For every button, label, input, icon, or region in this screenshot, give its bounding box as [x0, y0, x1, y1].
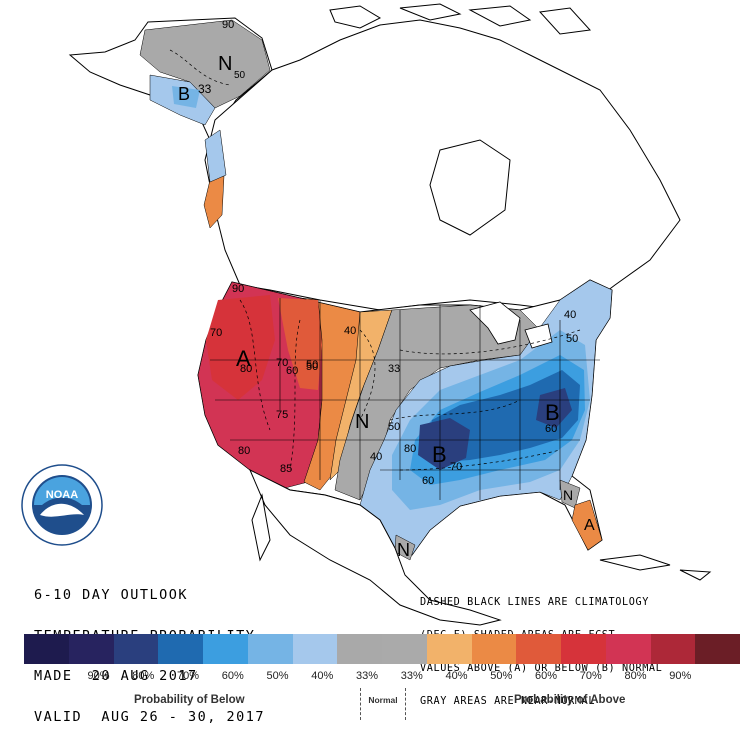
contour-label: 40	[344, 325, 356, 337]
legend-percent-label: 70%	[579, 670, 602, 682]
legend-swatch	[695, 634, 740, 664]
alaska-33-label: 33	[198, 82, 212, 96]
legend-percent-label: 40%	[445, 670, 468, 682]
south-b-label: B	[432, 442, 447, 467]
mexico-outline	[249, 468, 502, 626]
caribbean-islands	[599, 554, 712, 581]
legend-percent-label: 40%	[311, 670, 334, 682]
outlook-valid-range: VALID AUG 26 - 30, 2017	[34, 708, 266, 725]
legend-swatch	[203, 634, 248, 664]
alaska-n-label: N	[218, 53, 232, 75]
noaa-logo-text: NOAA	[46, 489, 78, 501]
contour-label: 50	[388, 421, 400, 433]
contour-label: 33	[388, 363, 400, 375]
legend-percent-label: 33%	[355, 670, 378, 682]
legend-swatch	[605, 634, 651, 664]
florida-orange	[571, 499, 603, 551]
contour-label: 80	[404, 443, 416, 455]
hudson-bay	[429, 139, 511, 236]
legend-swatch	[247, 634, 293, 664]
note-line: DASHED BLACK LINES ARE CLIMATOLOGY	[420, 597, 649, 608]
west-darkred-core	[206, 295, 275, 400]
texas-gray	[394, 534, 416, 561]
contour-label: 70	[210, 327, 222, 339]
legend-swatch	[113, 634, 159, 664]
west-red-orange	[278, 298, 322, 390]
climatology-lines	[169, 49, 581, 471]
legend-swatch	[158, 634, 203, 664]
florida-n-label: N	[563, 487, 573, 503]
probability-legend-labels: 90% 80% 70% 60% 50% 40% 33% 33% 40% 50% 60% 70% 80% 9…	[24, 670, 740, 684]
legend-percent-label: 60%	[221, 670, 244, 682]
alaska-blue-core	[172, 86, 200, 108]
east-navy-core	[418, 388, 572, 470]
alaska-gray-area	[139, 19, 271, 109]
above-caption: Probability of Above	[514, 694, 626, 706]
west-a-label: A	[236, 346, 251, 371]
contour-label: 40	[564, 309, 576, 321]
contour-label: 75	[276, 409, 288, 421]
state-lines	[210, 298, 600, 500]
legend-percent-label: 70%	[176, 670, 199, 682]
legend-swatch	[561, 634, 606, 664]
central-n-label: N	[355, 411, 369, 433]
legend-swatch	[68, 634, 114, 664]
alaska-50-label: 50	[234, 70, 246, 81]
florida-a-label: A	[584, 517, 595, 534]
contour-label: 90	[222, 19, 234, 31]
outlook-map: N 50 33 B A N N B B N A 90 70 80 70 60 5…	[21, 3, 712, 626]
contour-label: 50	[306, 361, 318, 373]
legend-swatch	[516, 634, 561, 664]
contour-label: 40	[370, 451, 382, 463]
legend-swatch	[24, 634, 69, 664]
legend-percent-label	[24, 670, 69, 684]
below-caption: Probability of Below	[134, 694, 245, 706]
contour-label: 85	[280, 463, 292, 475]
probability-legend-bar	[24, 634, 740, 664]
legend-percent-label: 60%	[534, 670, 557, 682]
contour-label: 70	[450, 461, 462, 473]
contour-label: 60	[286, 365, 298, 377]
note-line: GRAY AREAS ARE NEAR-NORMAL	[420, 696, 596, 707]
legend-percent-label: 33%	[400, 670, 423, 682]
contour-labels: 90 70 80 70 60 50 75 80 85 40 50 33 50 4…	[210, 19, 578, 487]
legend-percent-label: 90%	[669, 670, 692, 682]
bc-coast-blue	[204, 129, 227, 183]
legend-swatch	[292, 634, 338, 664]
legend-percent-label: 80%	[132, 670, 155, 682]
legend-percent-label: 50%	[266, 670, 289, 682]
contour-label: 60	[545, 423, 557, 435]
legend-percent-label: 90%	[87, 670, 110, 682]
noaa-logo: NOAA	[21, 464, 103, 546]
great-lakes	[469, 301, 553, 349]
legend-swatch	[426, 634, 472, 664]
legend-percent-label: 50%	[490, 670, 513, 682]
east-b-label: B	[545, 400, 560, 425]
legend-percent-label	[695, 670, 740, 684]
legend-swatch	[650, 634, 696, 664]
arctic-islands	[329, 3, 592, 35]
alaska-region	[68, 17, 273, 142]
contour-label: 80	[240, 363, 252, 375]
legend-percent-label: 80%	[624, 670, 647, 682]
texas-n-label: N	[397, 540, 410, 560]
normal-caption: Normal	[360, 688, 406, 720]
contour-label: 90	[232, 283, 244, 295]
alaska-b-label: B	[178, 84, 190, 104]
contour-label: 50	[306, 359, 318, 371]
note-line: VALUES ABOVE (A) OR BELOW (B) NORMAL	[420, 663, 663, 674]
contour-label: 60	[422, 475, 434, 487]
legend-swatch	[337, 634, 382, 664]
outlook-title: 6-10 DAY OUTLOOK	[34, 587, 189, 603]
legend-swatch	[382, 634, 427, 664]
contour-label: 50	[566, 333, 578, 345]
contour-label: 80	[238, 445, 250, 457]
contour-label: 70	[276, 357, 288, 369]
legend-swatch	[471, 634, 517, 664]
outlook-made-date: MADE 20 AUG 2017	[34, 668, 198, 684]
